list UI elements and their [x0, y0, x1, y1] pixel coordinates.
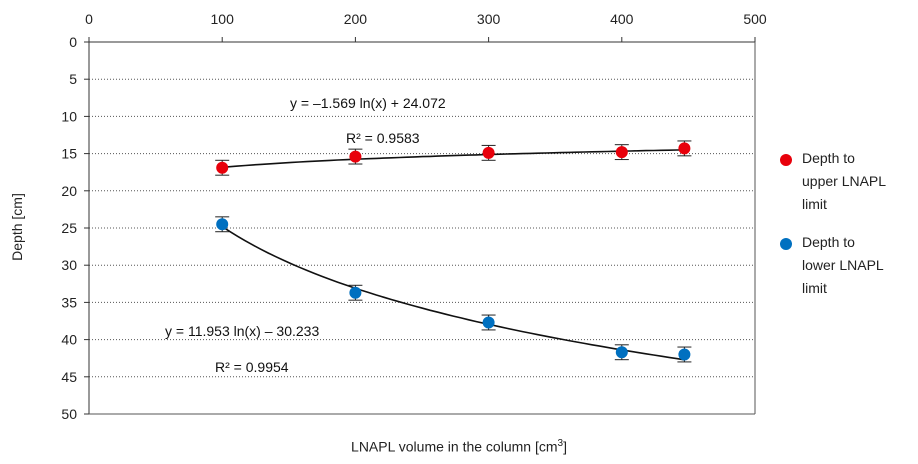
x-tick-label-300: 300 [477, 11, 501, 27]
trend-line-1 [221, 225, 685, 361]
point-1-3 [615, 346, 628, 359]
legend-item-upper: Depth to upper LNAPL limit [780, 150, 910, 216]
trend-line-0 [222, 149, 685, 169]
upper-r2: R² = 0.9583 [346, 130, 420, 146]
y-tick-label-0: 0 [69, 34, 77, 50]
point-1-4 [678, 348, 691, 361]
upper-equation: y = –1.569 ln(x) + 24.072 [290, 95, 446, 111]
data-points [215, 140, 692, 363]
y-tick-label-25: 25 [61, 220, 77, 236]
point-1-0 [216, 218, 229, 231]
gridlines [89, 78, 755, 415]
legend-label-upper: Depth to upper LNAPL limit [802, 150, 887, 212]
y-tick-label-5: 5 [69, 71, 77, 87]
lower-r2: R² = 0.9954 [215, 359, 289, 375]
y-tick-label-45: 45 [61, 369, 77, 385]
axes [84, 37, 756, 415]
point-1-1 [349, 286, 362, 299]
lower-equation: y = 11.953 ln(x) – 30.233 [165, 323, 319, 339]
legend-marker-upper [780, 154, 792, 166]
x-tick-labels: 0 100 200 300 400 500 [85, 11, 767, 27]
legend: Depth to upper LNAPL limit Depth to lowe… [780, 150, 910, 318]
point-0-0 [216, 161, 229, 174]
x-tick-label-200: 200 [344, 11, 368, 27]
y-tick-label-35: 35 [61, 294, 77, 310]
x-axis-title: LNAPL volume in the column [cm3] [351, 438, 567, 455]
trend-lines [221, 149, 685, 361]
y-tick-label-15: 15 [61, 146, 77, 162]
point-0-4 [678, 142, 691, 155]
y-tick-label-50: 50 [61, 406, 77, 422]
y-tick-label-40: 40 [61, 332, 77, 348]
legend-marker-lower [780, 238, 792, 250]
y-tick-label-20: 20 [61, 183, 77, 199]
point-0-1 [349, 150, 362, 163]
x-tick-label-500: 500 [743, 11, 767, 27]
y-axis-title: Depth [cm] [9, 193, 25, 261]
x-tick-label-0: 0 [85, 11, 93, 27]
point-1-2 [482, 316, 495, 329]
legend-item-lower: Depth to lower LNAPL limit [780, 234, 910, 300]
point-0-2 [482, 146, 495, 159]
legend-label-lower: Depth to lower LNAPL limit [802, 234, 884, 296]
equation-labels: y = –1.569 ln(x) + 24.072 R² = 0.9583 y … [165, 95, 446, 375]
x-tick-label-400: 400 [610, 11, 634, 27]
y-tick-label-10: 10 [61, 108, 77, 124]
x-tick-label-100: 100 [211, 11, 235, 27]
y-tick-label-30: 30 [61, 257, 77, 273]
y-tick-labels: 0 5 10 15 20 25 30 35 40 45 50 [61, 34, 77, 422]
point-0-3 [615, 146, 628, 159]
